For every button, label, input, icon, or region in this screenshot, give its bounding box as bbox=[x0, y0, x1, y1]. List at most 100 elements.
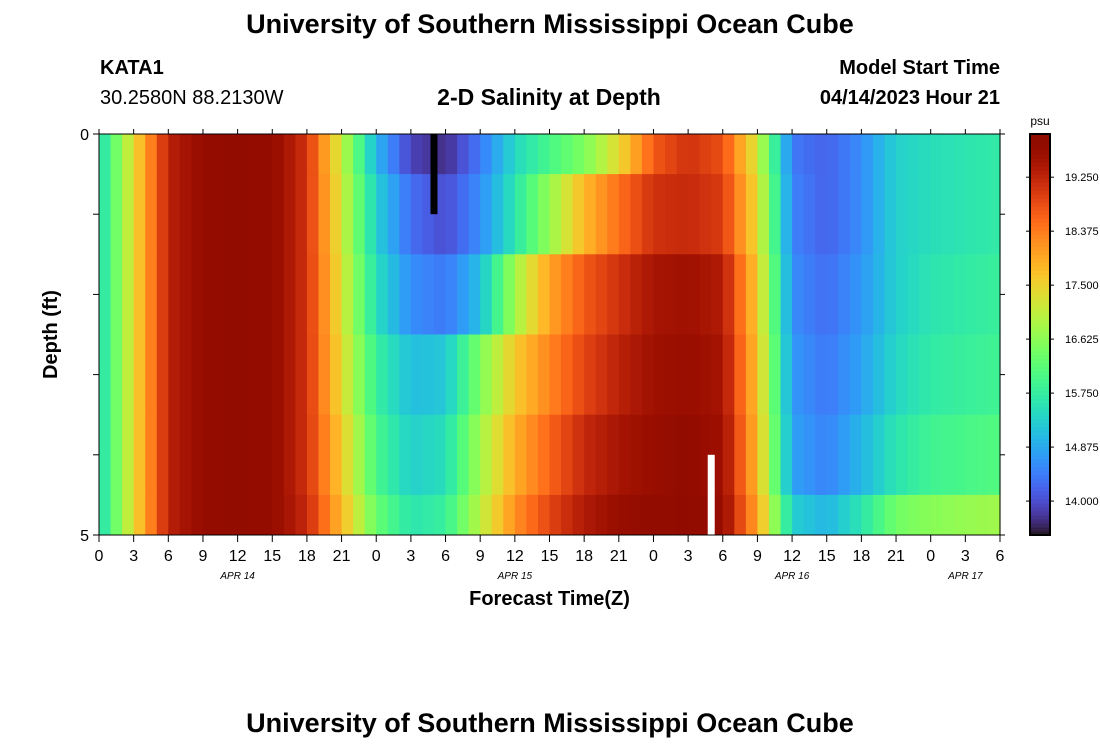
heatmap-cell bbox=[803, 494, 816, 536]
y-axis-ticks: 05 bbox=[80, 127, 1005, 545]
heatmap-cell bbox=[376, 254, 389, 335]
heatmap-cell bbox=[480, 174, 493, 255]
colorbar-tick-label: 14.875 bbox=[1065, 442, 1099, 454]
heatmap-cell bbox=[618, 494, 631, 536]
colorbar-swatch bbox=[1030, 430, 1050, 436]
heatmap-cell bbox=[503, 254, 516, 335]
heatmap-cell bbox=[341, 494, 354, 536]
x-tick-label: 9 bbox=[199, 548, 208, 565]
heatmap-cell bbox=[330, 334, 343, 416]
heatmap-cell bbox=[930, 494, 943, 536]
heatmap-cell bbox=[780, 414, 793, 496]
heatmap-cell bbox=[630, 334, 643, 416]
heatmap-cell bbox=[722, 254, 735, 335]
colorbar-swatch bbox=[1030, 466, 1050, 472]
colorbar-swatch bbox=[1030, 330, 1050, 335]
salinity-heatmap-chart: 0 3 6 9 12 15 18 21 0 3 6 9 12 15 18 21 0 3 6 9 12 15 18 21 0 3 6 A… bbox=[40, 114, 1099, 610]
heatmap-cell bbox=[641, 174, 655, 255]
heatmap-cell bbox=[410, 414, 424, 496]
heatmap-cell bbox=[584, 334, 597, 416]
heatmap-cell bbox=[607, 174, 620, 255]
heatmap-cell bbox=[480, 134, 493, 175]
heatmap-cell bbox=[861, 134, 874, 175]
colorbar-swatch bbox=[1030, 326, 1050, 331]
min-salinity-marker bbox=[430, 134, 438, 215]
heatmap-cell bbox=[780, 494, 793, 536]
heatmap-cell bbox=[595, 254, 608, 335]
heatmap-cell bbox=[792, 134, 805, 175]
colorbar-swatch bbox=[1030, 342, 1050, 348]
heatmap-cell bbox=[630, 134, 643, 175]
colorbar-swatch bbox=[1030, 526, 1050, 532]
heatmap-cell bbox=[838, 134, 851, 175]
colorbar-swatch bbox=[1030, 390, 1050, 396]
heatmap-cell bbox=[768, 174, 782, 255]
heatmap-cell bbox=[919, 174, 932, 255]
heatmap-cell bbox=[722, 414, 735, 496]
heatmap-cell bbox=[537, 334, 551, 416]
heatmap-cell bbox=[480, 494, 493, 536]
heatmap-cell bbox=[353, 134, 366, 175]
colorbar-frame bbox=[1029, 133, 1051, 536]
heatmap-cell bbox=[145, 134, 158, 175]
colorbar-swatch bbox=[1030, 226, 1050, 231]
heatmap-cell bbox=[768, 254, 782, 335]
heatmap-cell bbox=[399, 254, 412, 335]
colorbar-swatch bbox=[1030, 346, 1050, 352]
heatmap-cell bbox=[226, 254, 239, 335]
colorbar-swatch bbox=[1030, 394, 1050, 400]
heatmap-cell bbox=[295, 254, 308, 335]
heatmap-cell bbox=[584, 254, 597, 335]
heatmap-cell bbox=[457, 414, 470, 496]
heatmap-cell bbox=[283, 494, 296, 536]
heatmap-cell bbox=[872, 174, 886, 255]
colorbar-swatch bbox=[1030, 262, 1050, 267]
heatmap-cell bbox=[768, 414, 782, 496]
heatmap-cell bbox=[838, 414, 851, 496]
heatmap-cell bbox=[410, 334, 424, 416]
heatmap-cell bbox=[387, 414, 400, 496]
heatmap-cell bbox=[318, 134, 331, 175]
heatmap-cell bbox=[676, 254, 689, 335]
heatmap-cell bbox=[179, 174, 193, 255]
heatmap-cell bbox=[376, 494, 389, 536]
colorbar-swatch bbox=[1030, 386, 1050, 392]
heatmap-cell bbox=[341, 254, 354, 335]
heatmap-cell bbox=[526, 174, 539, 255]
heatmap-cell bbox=[237, 174, 250, 255]
x-tick-label: 3 bbox=[129, 548, 138, 565]
heatmap-cell bbox=[618, 174, 631, 255]
colorbar-swatch bbox=[1030, 446, 1050, 452]
heatmap-cell bbox=[283, 134, 296, 175]
heatmap-cell bbox=[722, 334, 735, 416]
heatmap-cell bbox=[122, 494, 135, 536]
heatmap-cell bbox=[942, 134, 955, 175]
heatmap-cell bbox=[133, 254, 146, 335]
heatmap-cell bbox=[607, 414, 620, 496]
heatmap-cell bbox=[433, 254, 447, 335]
heatmap-cell bbox=[491, 334, 504, 416]
colorbar-swatch bbox=[1030, 462, 1050, 468]
heatmap-cell bbox=[526, 494, 539, 536]
heatmap-cell bbox=[133, 414, 146, 496]
x-tick-label: 21 bbox=[887, 548, 905, 565]
colorbar-swatch bbox=[1030, 198, 1050, 203]
day-label: APR 14 bbox=[219, 571, 255, 582]
colorbar-swatch bbox=[1030, 206, 1050, 211]
heatmap-cell bbox=[849, 494, 862, 536]
heatmap-cell bbox=[572, 334, 585, 416]
heatmap-cell bbox=[503, 174, 516, 255]
heatmap-cell bbox=[122, 414, 135, 496]
heatmap-cell bbox=[295, 414, 308, 496]
heatmap-cell bbox=[272, 414, 285, 496]
colorbar-swatch bbox=[1030, 402, 1050, 408]
colorbar-swatch bbox=[1030, 230, 1050, 235]
heatmap-cell bbox=[907, 494, 920, 536]
colorbar-swatch bbox=[1030, 350, 1050, 356]
heatmap-cell bbox=[214, 254, 227, 335]
heatmap-cell bbox=[942, 414, 955, 496]
heatmap-cell bbox=[965, 134, 978, 175]
heatmap-cell bbox=[792, 414, 805, 496]
heatmap-cell bbox=[630, 254, 643, 335]
heatmap-cell bbox=[433, 334, 447, 416]
